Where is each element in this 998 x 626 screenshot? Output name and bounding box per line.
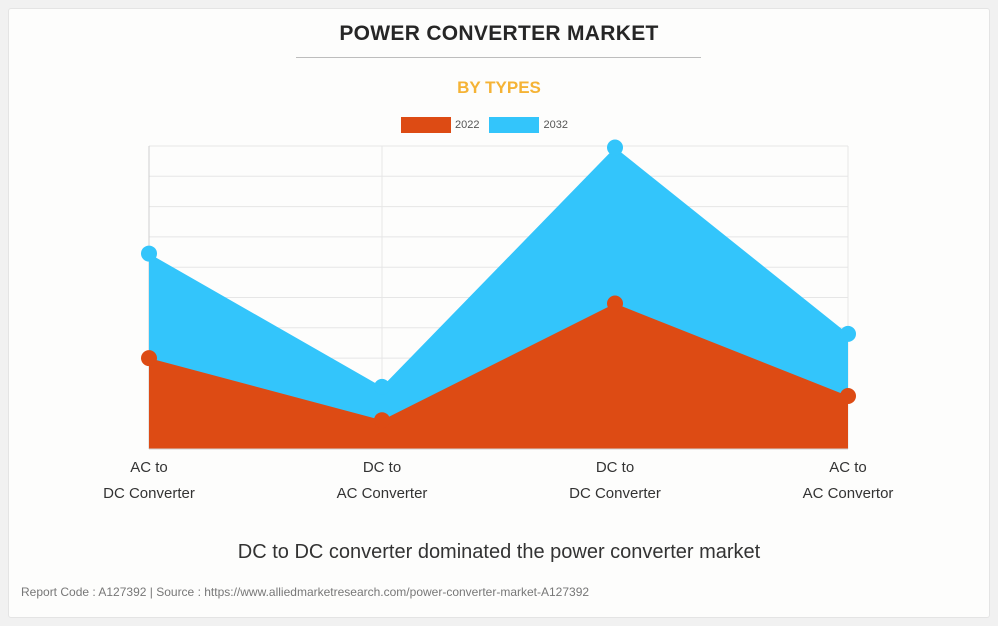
x-tick-label-line: DC to [595, 459, 635, 476]
x-tick-label-line: DC Converter [569, 485, 661, 502]
data-point-2032 [607, 139, 623, 156]
x-tick-label: AC to DC Converter [69, 455, 229, 507]
legend-label-2022: 2022 [455, 119, 480, 131]
x-tick-label-line: AC Converter [336, 485, 428, 502]
chart-caption: DC to DC converter dominated the power c… [237, 541, 761, 563]
x-tick-label-line: AC to [829, 459, 867, 476]
data-point-2022 [840, 387, 856, 404]
data-point-2022 [607, 295, 623, 312]
x-tick-label-line: AC Convertor [802, 485, 894, 502]
x-tick-label-line: DC to [362, 459, 402, 476]
x-tick-label: DC to DC Converter [535, 455, 695, 507]
data-point-2022 [374, 412, 390, 429]
legend-swatch-2022 [401, 117, 451, 133]
area-series-2022 [149, 303, 848, 449]
legend-label-2032: 2032 [543, 119, 568, 131]
chart-title: POWER CONVERTER MARKET [339, 22, 659, 45]
x-tick-label: DC to AC Converter [302, 455, 462, 507]
report-footer: Report Code : A127392 | Source : https:/… [21, 585, 590, 599]
data-point-2032 [141, 245, 157, 262]
x-tick-label-line: AC to [130, 459, 168, 476]
chart-legend: 2022 2032 [401, 116, 578, 134]
data-point-2022 [141, 350, 157, 367]
chart-subtitle: BY TYPES [457, 78, 541, 97]
legend-swatch-2032 [489, 117, 540, 133]
data-point-2032 [374, 378, 390, 395]
data-point-2032 [840, 325, 856, 342]
x-tick-label: AC to AC Convertor [768, 455, 928, 507]
x-tick-label-line: DC Converter [103, 485, 195, 502]
title-divider [296, 57, 701, 58]
